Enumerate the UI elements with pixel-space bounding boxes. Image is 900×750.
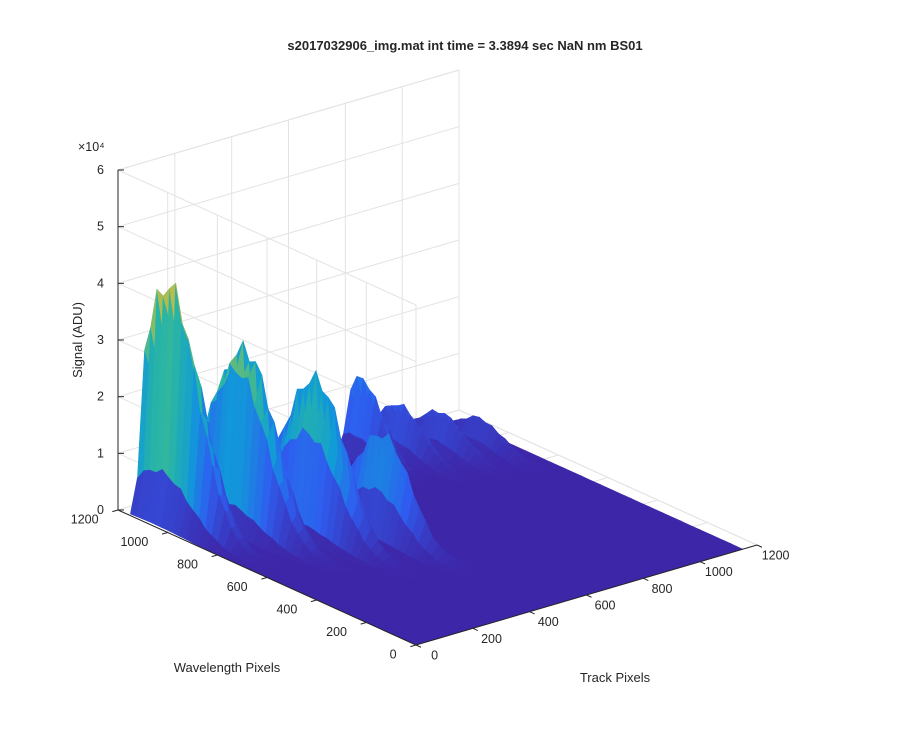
axes — [112, 169, 763, 648]
tick-labels: 0200400600800100012000200400600800100012… — [71, 163, 790, 662]
grid-line — [458, 409, 758, 546]
x-tick-label: 1000 — [705, 565, 733, 579]
y-tick-label: 800 — [177, 557, 198, 571]
y-tick-mark — [360, 622, 367, 625]
x-tick-mark — [643, 577, 649, 582]
z-tick-label: 5 — [97, 220, 104, 234]
x-tick-label: 0 — [431, 648, 438, 662]
z-tick-label: 6 — [97, 163, 104, 177]
x-axis-label: Track Pixels — [580, 670, 651, 685]
grid-line — [117, 169, 417, 306]
x-tick-label: 800 — [652, 582, 673, 596]
y-tick-mark — [211, 554, 218, 558]
x-tick-label: 200 — [481, 632, 502, 646]
grid-line — [117, 126, 460, 228]
y-tick-mark — [112, 509, 119, 513]
x-tick-mark — [529, 611, 535, 615]
y-tick-mark — [261, 577, 268, 580]
z-tick-label: 0 — [97, 503, 104, 517]
x-tick-label: 1200 — [762, 548, 790, 562]
z-tick-label: 3 — [97, 333, 104, 347]
x-tick-mark — [699, 561, 706, 565]
z-axis-label: Signal (ADU) — [70, 302, 85, 378]
y-tick-label: 400 — [276, 602, 297, 616]
y-tick-label: 0 — [390, 647, 397, 661]
y-tick-mark — [410, 644, 417, 648]
y-tick-mark — [161, 532, 168, 535]
x-tick-mark — [756, 544, 763, 548]
y-tick-label: 200 — [326, 625, 347, 639]
y-axis-label: Wavelength Pixels — [174, 660, 281, 675]
x-tick-mark — [472, 627, 479, 632]
surface-mesh — [130, 282, 744, 646]
grid-line — [117, 182, 460, 284]
y-tick-label: 600 — [227, 580, 248, 594]
z-tick-label: 4 — [97, 276, 104, 290]
y-tick-label: 1000 — [120, 535, 148, 549]
x-tick-mark — [586, 594, 592, 598]
y-tick-mark — [310, 599, 317, 603]
chart-title: s2017032906_img.mat int time = 3.3894 se… — [287, 38, 642, 53]
z-tick-label: 2 — [97, 390, 104, 404]
x-tick-label: 600 — [595, 598, 616, 612]
grid-line — [117, 69, 460, 171]
x-tick-mark — [415, 644, 422, 648]
x-tick-label: 400 — [538, 615, 559, 629]
z-exponent-label: ×10⁴ — [78, 140, 105, 154]
y-tick-label: 1200 — [71, 512, 99, 526]
grid-line — [117, 226, 417, 363]
z-tick-label: 1 — [97, 446, 104, 460]
